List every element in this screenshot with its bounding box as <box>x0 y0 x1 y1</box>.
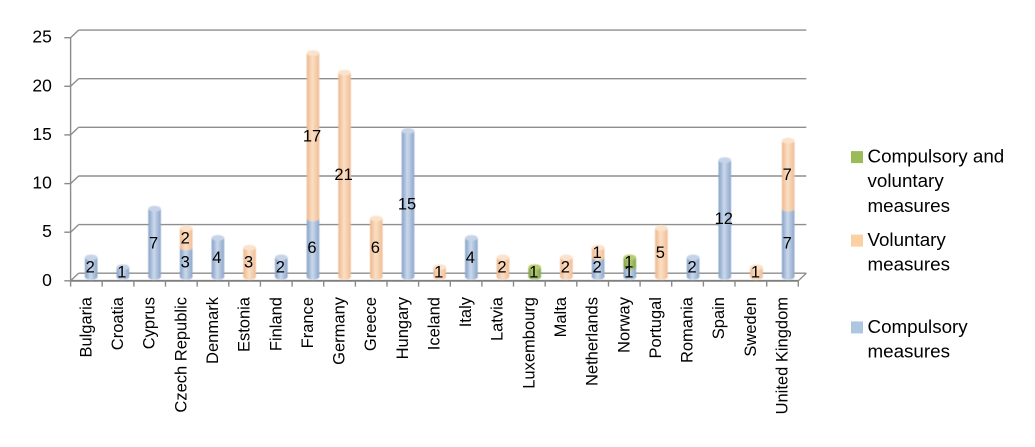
svg-text:2: 2 <box>276 259 285 277</box>
svg-text:3: 3 <box>181 254 190 272</box>
svg-text:21: 21 <box>334 166 352 184</box>
svg-text:15: 15 <box>398 195 416 213</box>
svg-text:measures: measures <box>868 195 950 216</box>
svg-text:2: 2 <box>86 259 95 277</box>
svg-text:12: 12 <box>715 210 733 228</box>
svg-text:1: 1 <box>751 263 760 281</box>
svg-text:1: 1 <box>434 263 443 281</box>
svg-text:France: France <box>299 297 317 348</box>
svg-text:2: 2 <box>497 259 506 277</box>
svg-text:measures: measures <box>868 341 950 362</box>
svg-text:5: 5 <box>656 244 665 262</box>
svg-text:voluntary: voluntary <box>868 170 945 191</box>
svg-text:6: 6 <box>371 239 380 257</box>
svg-text:measures: measures <box>868 254 950 275</box>
svg-text:Germany: Germany <box>331 296 349 365</box>
svg-text:Netherlands: Netherlands <box>584 297 602 386</box>
svg-text:Romania: Romania <box>679 296 697 363</box>
svg-text:2: 2 <box>593 259 602 277</box>
svg-text:17: 17 <box>303 127 321 145</box>
svg-text:Finland: Finland <box>267 297 285 351</box>
svg-text:10: 10 <box>32 173 52 193</box>
svg-text:Voluntary: Voluntary <box>868 229 947 250</box>
svg-text:2: 2 <box>181 229 190 247</box>
svg-text:15: 15 <box>32 124 51 144</box>
svg-text:1: 1 <box>117 263 126 281</box>
svg-text:Compulsory: Compulsory <box>868 316 969 337</box>
svg-text:Compulsory and: Compulsory and <box>868 146 1005 167</box>
svg-text:Croatia: Croatia <box>109 296 127 350</box>
svg-text:Greece: Greece <box>362 297 380 351</box>
svg-text:Malta: Malta <box>552 296 570 337</box>
svg-text:4: 4 <box>466 249 475 267</box>
svg-text:7: 7 <box>783 166 792 184</box>
svg-text:1: 1 <box>529 263 538 281</box>
svg-text:Norway: Norway <box>615 296 633 353</box>
svg-text:2: 2 <box>688 259 697 277</box>
svg-text:Iceland: Iceland <box>425 297 443 350</box>
svg-text:5: 5 <box>42 221 52 241</box>
svg-text:Hungary: Hungary <box>394 296 412 359</box>
svg-text:1: 1 <box>593 244 602 262</box>
svg-text:7: 7 <box>149 234 158 252</box>
svg-text:1: 1 <box>624 254 633 272</box>
svg-text:Bulgaria: Bulgaria <box>77 296 95 357</box>
svg-text:1: 1 <box>624 263 633 281</box>
svg-text:Portugal: Portugal <box>647 297 665 358</box>
svg-text:4: 4 <box>212 249 221 267</box>
svg-text:Spain: Spain <box>710 297 728 339</box>
svg-text:Italy: Italy <box>457 296 475 327</box>
svg-text:0: 0 <box>42 270 52 290</box>
svg-text:Sweden: Sweden <box>742 297 760 357</box>
svg-text:6: 6 <box>307 239 316 257</box>
svg-text:Latvia: Latvia <box>489 296 507 341</box>
svg-text:3: 3 <box>244 254 253 272</box>
svg-text:20: 20 <box>32 75 52 95</box>
svg-text:7: 7 <box>783 234 792 252</box>
svg-text:United Kingdom: United Kingdom <box>774 297 792 414</box>
svg-text:Czech Republic: Czech Republic <box>172 297 190 413</box>
svg-text:25: 25 <box>32 27 51 47</box>
svg-text:2: 2 <box>561 259 570 277</box>
svg-text:Luxembourg: Luxembourg <box>520 297 538 389</box>
svg-text:Denmark: Denmark <box>204 296 222 364</box>
svg-text:Cyprus: Cyprus <box>141 297 159 349</box>
svg-text:Estonia: Estonia <box>236 296 254 352</box>
